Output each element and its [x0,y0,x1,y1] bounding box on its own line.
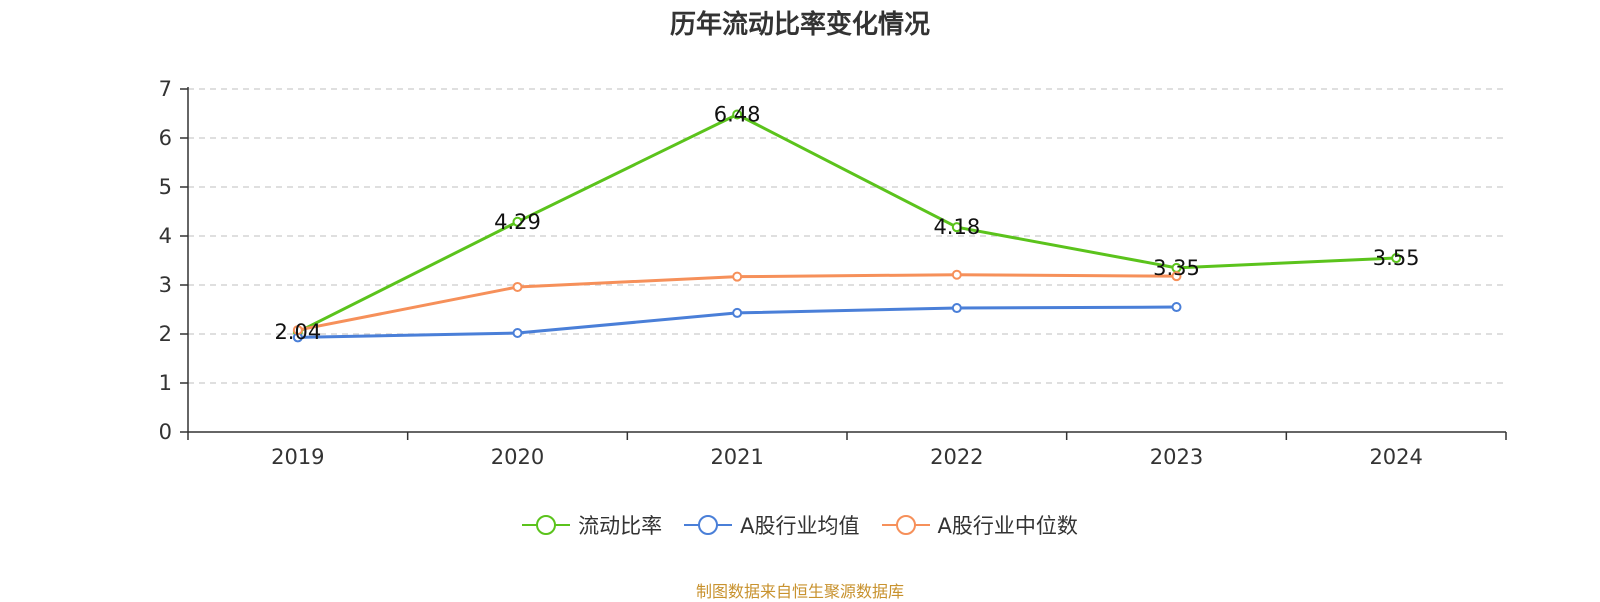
x-tick-label: 2019 [271,445,324,469]
y-tick-label: 5 [159,175,172,199]
data-point [512,216,523,227]
data-point [512,281,523,292]
legend-item[interactable]: A股行业均值 [684,510,860,540]
grid-lines [188,88,1506,384]
data-point [512,328,523,339]
data-point [1171,271,1182,282]
series-line-0 [297,112,1397,334]
data-point [732,271,743,282]
data-point [732,109,743,120]
series-line-2 [297,273,1177,332]
y-tick-label: 7 [159,77,172,101]
y-tick-label: 1 [159,371,172,395]
legend-item[interactable]: A股行业中位数 [881,510,1078,540]
legend: 流动比率 A股行业均值 A股行业中位数 [0,510,1600,540]
x-tick-label: 2023 [1150,445,1203,469]
y-tick-label: 2 [159,322,172,346]
data-label: 4.18 [933,215,980,239]
data-label: 4.29 [494,210,541,234]
data-label: 3.35 [1153,256,1200,280]
data-point [951,222,962,233]
x-tick-label: 2022 [930,445,983,469]
data-labels: 2.04 4.29 6.48 4.18 3.35 3.55 [274,102,1419,344]
legend-swatch-icon [684,515,733,535]
legend-label: 流动比率 [578,514,663,538]
legend-label: A股行业均值 [740,514,860,538]
data-label: 2.04 [274,320,321,344]
y-tick-label: 4 [159,224,172,248]
data-label: 6.48 [714,102,761,126]
y-tick-label: 0 [159,420,172,444]
axes: 0 1 2 3 4 5 6 7 2019 2020 2021 2022 2023 2024 [159,77,1507,469]
y-tick-label: 6 [159,126,172,150]
x-tick-label: 2020 [491,445,544,469]
legend-label: A股行业中位数 [937,514,1078,538]
data-point [951,303,962,314]
data-point [951,269,962,280]
data-label: 3.55 [1373,246,1420,270]
series [292,109,1402,343]
data-point [1391,253,1402,264]
data-point [1171,302,1182,313]
data-point [292,325,303,336]
legend-swatch-icon [522,515,571,535]
source-note: 制图数据来自恒生聚源数据库 [695,582,904,601]
x-tick-label: 2021 [710,445,763,469]
x-tick-label: 2024 [1369,445,1422,469]
y-tick-label: 3 [159,273,172,297]
legend-swatch-icon [881,515,930,535]
data-point [732,307,743,318]
chart-title: 历年流动比率变化情况 [669,10,930,40]
legend-item[interactable]: 流动比率 [522,510,662,540]
